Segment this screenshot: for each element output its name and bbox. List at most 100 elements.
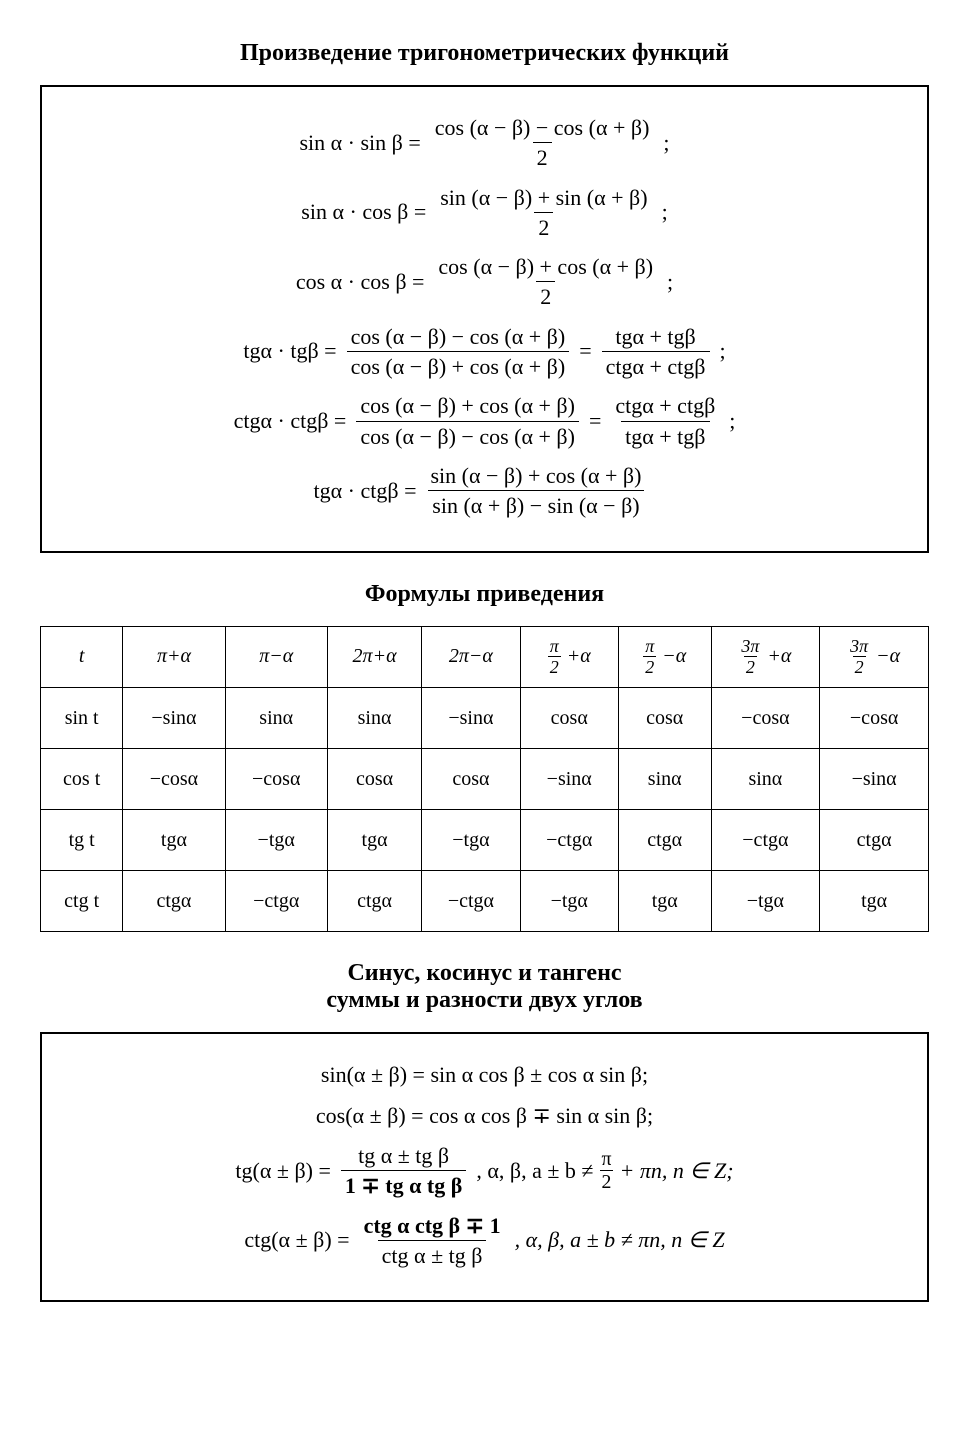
lhs: cos α · cos β = bbox=[296, 269, 425, 295]
numerator: cos (α − β) − cos (α + β) bbox=[431, 115, 654, 142]
denominator: 2 bbox=[600, 1170, 614, 1193]
header-3pi2-plus: 3π2+α bbox=[711, 626, 820, 688]
cell: −cosα bbox=[225, 749, 327, 810]
lhs: sin α · sin β = bbox=[299, 130, 420, 156]
cell: −sinα bbox=[123, 688, 225, 749]
numerator: cos (α − β) − cos (α + β) bbox=[347, 324, 570, 351]
header-pi-minus: π−α bbox=[225, 626, 327, 688]
header-pi2-plus: π2+α bbox=[520, 626, 618, 688]
cell: cosα bbox=[520, 688, 618, 749]
cell: −cosα bbox=[123, 749, 225, 810]
tail: ; bbox=[662, 199, 668, 225]
cell: sinα bbox=[618, 749, 711, 810]
cell: −cosα bbox=[711, 688, 820, 749]
fraction: π 2 bbox=[599, 1149, 613, 1194]
equals: = bbox=[579, 338, 591, 364]
header-pi2-minus: π2−α bbox=[618, 626, 711, 688]
tail: ; bbox=[667, 269, 673, 295]
cell: tgα bbox=[123, 810, 225, 871]
tail: ; bbox=[729, 408, 735, 434]
row-label: ctg t bbox=[41, 871, 123, 932]
cell: sinα bbox=[225, 688, 327, 749]
denominator: 2 bbox=[536, 281, 555, 309]
cell: −ctgα bbox=[225, 871, 327, 932]
heading-reduction: Формулы приведения bbox=[40, 581, 929, 608]
table-row: tg t tgα −tgα tgα −tgα −ctgα ctgα −ctgα … bbox=[41, 810, 929, 871]
cell: −tgα bbox=[520, 871, 618, 932]
header-t: t bbox=[41, 626, 123, 688]
row-label: tg t bbox=[41, 810, 123, 871]
denominator: cos (α − β) − cos (α + β) bbox=[356, 421, 579, 449]
header-2pi-minus: 2π−α bbox=[422, 626, 520, 688]
fraction: tg α ± tg β 1 ∓ tg α tg β bbox=[341, 1143, 466, 1199]
header-3pi2-minus: 3π2−α bbox=[820, 626, 929, 688]
lhs: tgα · ctgβ = bbox=[314, 478, 417, 504]
cell: ctgα bbox=[123, 871, 225, 932]
table-row: sin t −sinα sinα sinα −sinα cosα cosα −c… bbox=[41, 688, 929, 749]
condition: , α, β, a ± b ≠ bbox=[476, 1158, 593, 1184]
lhs: tg(α ± β) = bbox=[235, 1158, 330, 1184]
numerator: cos (α − β) + cos (α + β) bbox=[356, 393, 579, 420]
formula-tg-tg: tgα · tgβ = cos (α − β) − cos (α + β) co… bbox=[62, 324, 907, 380]
cell: ctgα bbox=[618, 810, 711, 871]
box-products: sin α · sin β = cos (α − β) − cos (α + β… bbox=[40, 85, 929, 553]
fraction: cos (α − β) − cos (α + β) cos (α − β) + … bbox=[347, 324, 570, 380]
formula-cos-sum: cos(α ± β) = cos α cos β ∓ sin α sin β; bbox=[62, 1103, 907, 1129]
header-2pi-plus: 2π+α bbox=[327, 626, 421, 688]
fraction: ctg α ctg β ∓ 1 ctg α ± tg β bbox=[360, 1213, 505, 1269]
cell: sinα bbox=[327, 688, 421, 749]
cell: −tgα bbox=[422, 810, 520, 871]
cell: −cosα bbox=[820, 688, 929, 749]
fraction: tgα + tgβ ctgα + ctgβ bbox=[602, 324, 710, 380]
lhs: tgα · tgβ = bbox=[243, 338, 336, 364]
cell: −ctgα bbox=[711, 810, 820, 871]
fraction: cos (α − β) − cos (α + β) 2 bbox=[431, 115, 654, 171]
denominator: sin (α + β) − sin (α − β) bbox=[428, 490, 643, 518]
formula-tg-ctg: tgα · ctgβ = sin (α − β) + cos (α + β) s… bbox=[62, 463, 907, 519]
cell: −sinα bbox=[520, 749, 618, 810]
header-pi-plus: π+α bbox=[123, 626, 225, 688]
cell: ctgα bbox=[820, 810, 929, 871]
tail: , α, β, a ± b ≠ πn, n ∈ Z bbox=[515, 1227, 725, 1253]
cell: ctgα bbox=[327, 871, 421, 932]
formula-sin-sum: sin(α ± β) = sin α cos β ± cos α sin β; bbox=[62, 1062, 907, 1088]
numerator: cos (α − β) + cos (α + β) bbox=[434, 254, 657, 281]
cell: tgα bbox=[327, 810, 421, 871]
fraction: sin (α − β) + cos (α + β) sin (α + β) − … bbox=[426, 463, 645, 519]
denominator: 2 bbox=[534, 212, 553, 240]
denominator: 1 ∓ tg α tg β bbox=[341, 1170, 466, 1198]
formula-ctg-sum: ctg(α ± β) = ctg α ctg β ∓ 1 ctg α ± tg … bbox=[62, 1213, 907, 1269]
cell: sinα bbox=[711, 749, 820, 810]
cell: −ctgα bbox=[520, 810, 618, 871]
cell: −ctgα bbox=[422, 871, 520, 932]
formula-sin-sin: sin α · sin β = cos (α − β) − cos (α + β… bbox=[62, 115, 907, 171]
heading-products: Произведение тригонометрических функций bbox=[40, 40, 929, 67]
numerator: tg α ± tg β bbox=[354, 1143, 453, 1170]
formula-tg-sum: tg(α ± β) = tg α ± tg β 1 ∓ tg α tg β , … bbox=[62, 1143, 907, 1199]
cell: −sinα bbox=[820, 749, 929, 810]
table-header-row: t π+α π−α 2π+α 2π−α π2+α π2−α 3π2+α 3π2−… bbox=[41, 626, 929, 688]
formula-ctg-ctg: ctgα · ctgβ = cos (α − β) + cos (α + β) … bbox=[62, 393, 907, 449]
fraction: ctgα + ctgβ tgα + tgβ bbox=[611, 393, 719, 449]
table-row: ctg t ctgα −ctgα ctgα −ctgα −tgα tgα −tg… bbox=[41, 871, 929, 932]
denominator: 2 bbox=[533, 142, 552, 170]
row-label: sin t bbox=[41, 688, 123, 749]
fraction: cos (α − β) + cos (α + β) 2 bbox=[434, 254, 657, 310]
table-row: cos t −cosα −cosα cosα cosα −sinα sinα s… bbox=[41, 749, 929, 810]
cell: tgα bbox=[820, 871, 929, 932]
cell: −sinα bbox=[422, 688, 520, 749]
denominator: tgα + tgβ bbox=[621, 421, 709, 449]
cell: tgα bbox=[618, 871, 711, 932]
equals: = bbox=[589, 408, 601, 434]
tail: ; bbox=[663, 130, 669, 156]
fraction: sin (α − β) + sin (α + β) 2 bbox=[436, 185, 651, 241]
fraction: cos (α − β) + cos (α + β) cos (α − β) − … bbox=[356, 393, 579, 449]
numerator: ctg α ctg β ∓ 1 bbox=[360, 1213, 505, 1240]
numerator: sin (α − β) + cos (α + β) bbox=[426, 463, 645, 490]
numerator: sin (α − β) + sin (α + β) bbox=[436, 185, 651, 212]
formula-cos-cos: cos α · cos β = cos (α − β) + cos (α + β… bbox=[62, 254, 907, 310]
lhs: ctgα · ctgβ = bbox=[234, 408, 347, 434]
numerator: tgα + tgβ bbox=[611, 324, 699, 351]
lhs: ctg(α ± β) = bbox=[244, 1227, 349, 1253]
cell: cosα bbox=[618, 688, 711, 749]
